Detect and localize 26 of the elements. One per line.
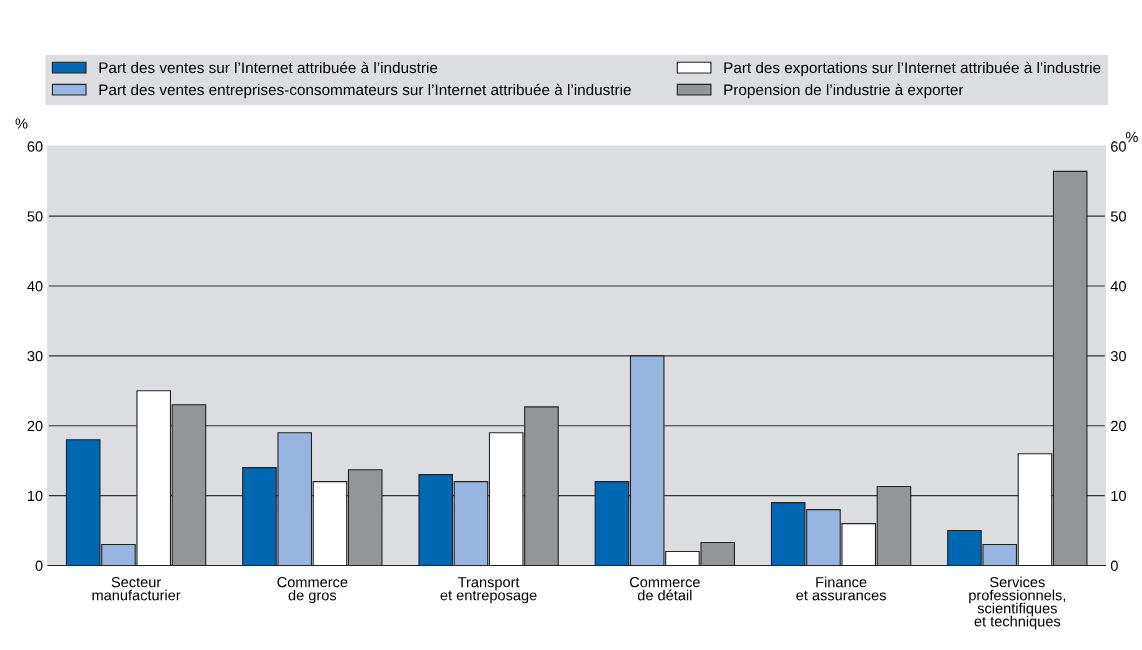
- y-tick-label: 60: [27, 141, 43, 152]
- x-tick-label: Commerce de gros: [277, 577, 348, 604]
- legend-label: Propension de l’industrie à exporter: [724, 83, 964, 99]
- legend-label: Part des ventes entreprises-consommateurs sur l’Internet attribuée à l’industrie: [99, 83, 631, 99]
- y2-tick-label: 50: [1110, 211, 1126, 222]
- y-axis-title: %: [15, 118, 28, 129]
- y2-tick-label: 10: [1111, 490, 1126, 502]
- y-tick-label: 50: [27, 211, 43, 222]
- legend-label: Part des exportations sur l’Internet attribuée à l’industrie: [724, 61, 1101, 77]
- y-tick-label: 20: [27, 420, 43, 432]
- y-tick-label: 30: [27, 350, 43, 362]
- y2-tick-label: 30: [1110, 350, 1126, 362]
- y2-tick-label: 40: [1110, 281, 1126, 292]
- y2-tick-label: 20: [1111, 420, 1126, 432]
- y2-tick-label: 0: [1110, 560, 1118, 571]
- y2-axis-title: %: [1125, 132, 1138, 143]
- x-tick-label: Commerce de détail: [629, 577, 700, 601]
- y-tick-label: 10: [28, 490, 43, 502]
- x-tick-label: Services professionnels, scientifiques et techniques: [969, 576, 1066, 630]
- y2-tick-label: 60: [1111, 141, 1126, 152]
- x-tick-label: Finance et assurances: [796, 576, 886, 601]
- y-tick-label: 0: [35, 560, 43, 571]
- x-tick-label: Secteur manufacturier: [92, 577, 181, 601]
- legend-label: Part des ventes sur l’Internet attribuée à l’industrie: [99, 61, 438, 74]
- x-tick-label: Transport et entreposage: [440, 577, 537, 604]
- y-tick-label: 40: [27, 281, 43, 292]
